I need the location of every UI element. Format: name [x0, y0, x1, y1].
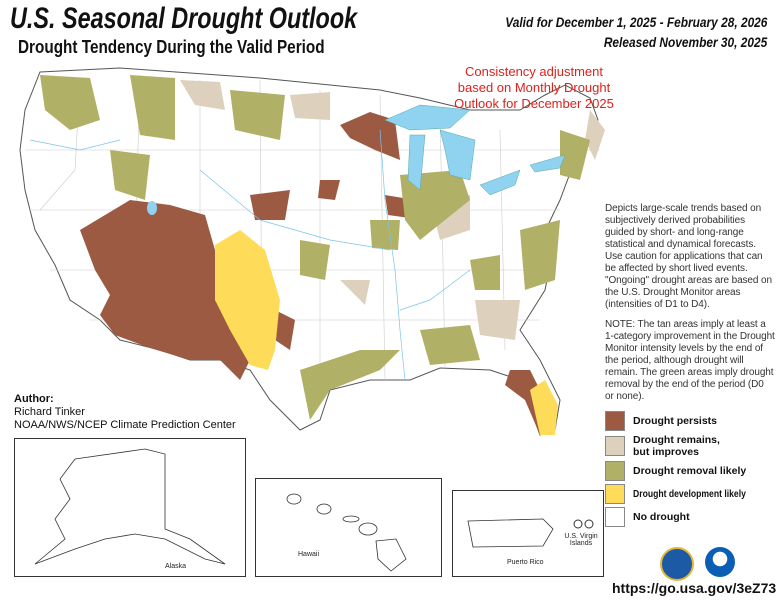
- legend-swatch: [605, 461, 625, 481]
- great-salt-lake: [147, 201, 157, 215]
- legend-drought-removal: Drought removal likely: [605, 461, 775, 481]
- legend-label: Drought development likely: [633, 488, 746, 500]
- page-title: U.S. Seasonal Drought Outlook: [10, 2, 358, 35]
- drought-persists-areas: [80, 112, 550, 435]
- author-block: Author: Richard Tinker NOAA/NWS/NCEP Cli…: [14, 393, 236, 432]
- legend-drought-development: Drought development likely: [605, 484, 775, 504]
- legend-swatch: [605, 484, 625, 504]
- description-text: Depicts large-scale trends based on subj…: [605, 203, 772, 310]
- great-lakes: [384, 104, 566, 196]
- conus-map: [19, 67, 605, 436]
- author-org: NOAA/NWS/NCEP Climate Prediction Center: [14, 419, 236, 431]
- rivers: [29, 129, 471, 381]
- hawaii-islands: [286, 493, 407, 572]
- alaska-inset: Alaska: [14, 438, 246, 577]
- puerto-rico-label: Puerto Rico: [507, 559, 544, 566]
- alaska-label: Alaska: [165, 563, 187, 570]
- consistency-note: Consistency adjustment based on Monthly …: [454, 64, 614, 111]
- puerto-rico-inset: Puerto Rico U.S. Virgin Islands: [452, 490, 604, 577]
- drought-development-areas: [215, 230, 558, 435]
- doc-seal-logo: [660, 547, 694, 581]
- url-link[interactable]: https://go.usa.gov/3eZ73: [612, 580, 777, 596]
- legend-no-drought: No drought: [605, 507, 775, 527]
- side-panel: Depicts large-scale trends based on subj…: [605, 203, 775, 530]
- hawaii-inset: Hawaii: [255, 478, 442, 577]
- noaa-logo: [705, 547, 735, 577]
- legend-label: No drought: [633, 511, 690, 523]
- legend-drought-improves: Drought remains, but improves: [605, 434, 775, 458]
- alaska-outline: [34, 448, 226, 565]
- valid-period: Valid for December 1, 2025 - February 28…: [504, 14, 767, 30]
- legend-swatch: [605, 507, 625, 527]
- legend-swatch: [605, 411, 625, 431]
- note-text: NOTE: The tan areas imply at least a 1-c…: [605, 319, 775, 402]
- author-heading: Author:: [14, 393, 54, 405]
- legend-label: Drought removal likely: [633, 465, 747, 477]
- release-date: Released November 30, 2025: [603, 34, 767, 50]
- drought-removal-areas: [40, 75, 590, 420]
- legend-label: Drought remains, but improves: [633, 434, 720, 458]
- legend-swatch: [605, 436, 625, 456]
- legend-label: Drought persists: [633, 415, 718, 427]
- page-subtitle: Drought Tendency During the Valid Period: [18, 37, 325, 57]
- author-name: Richard Tinker: [14, 406, 85, 418]
- virgin-islands-label: U.S. Virgin Islands: [564, 533, 598, 547]
- hawaii-label: Hawaii: [298, 551, 320, 558]
- puerto-rico-outline: [467, 518, 554, 548]
- legend-drought-persists: Drought persists: [605, 411, 775, 431]
- legend: Drought persists Drought remains, but im…: [605, 411, 775, 527]
